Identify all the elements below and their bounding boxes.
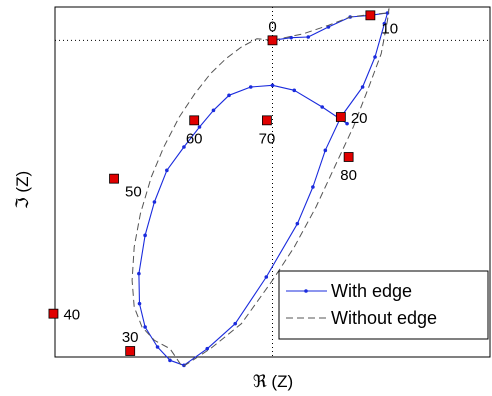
series-point-with-edge	[382, 21, 387, 26]
marker-label-20: 20	[351, 110, 368, 127]
series-point-with-edge	[270, 83, 275, 88]
series-line-without-edge	[131, 8, 390, 368]
series-point-with-edge	[155, 345, 160, 349]
marker-square-80	[343, 152, 354, 162]
series-point-with-edge	[137, 271, 141, 276]
marker-square-70	[262, 115, 272, 126]
legend-label-without-edge: Without edge	[331, 308, 437, 328]
marker-label-70: 70	[259, 130, 276, 147]
series-point-with-edge	[320, 105, 325, 109]
marker-square-60	[189, 115, 200, 126]
series-point-with-edge	[143, 233, 147, 238]
marker-label-30: 30	[122, 329, 139, 346]
marker-label-50: 50	[125, 184, 142, 201]
marker-label-10: 10	[381, 20, 398, 37]
series-point-with-edge	[292, 88, 297, 93]
series-point-with-edge	[233, 321, 238, 326]
x-axis-label: ℜ (Z)	[253, 372, 293, 391]
series-point-with-edge	[323, 148, 328, 153]
series-point-with-edge	[137, 301, 142, 306]
series-point-with-edge	[168, 358, 172, 363]
series-point-with-edge	[264, 275, 269, 279]
series-point-with-edge	[197, 125, 202, 129]
series-point-with-edge	[182, 363, 186, 368]
series-point-with-edge	[311, 185, 315, 189]
marker-label-0: 0	[268, 18, 276, 35]
series-point-with-edge	[345, 121, 349, 126]
series-point-with-edge	[373, 55, 377, 59]
marker-square-10	[365, 10, 376, 21]
series-point-with-edge	[306, 35, 311, 39]
series-point-with-edge	[165, 168, 169, 173]
series-point-with-edge	[360, 85, 365, 89]
marker-label-40: 40	[63, 307, 80, 324]
series-point-with-edge	[182, 145, 186, 149]
series-point-with-edge	[248, 85, 253, 89]
series-point-with-edge	[152, 200, 157, 204]
marker-square-0	[267, 35, 278, 46]
plot-area: 0 10 20 30 40 50 60 70 80	[48, 6, 491, 368]
legend-box	[278, 270, 489, 340]
series-point-with-edge	[227, 93, 231, 98]
series-point-with-edge	[211, 108, 216, 113]
legend-swatch-dot	[304, 289, 308, 293]
marker-square-40	[48, 308, 59, 319]
marker-square-30	[125, 346, 136, 356]
marker-square-20	[335, 112, 346, 122]
legend-label-with-edge: With edge	[331, 281, 412, 301]
legend: With edge Without edge	[278, 270, 489, 340]
series-point-with-edge	[143, 325, 147, 329]
marker-label-80: 80	[340, 167, 357, 184]
series-point-with-edge	[205, 346, 210, 351]
marker-square-50	[109, 173, 119, 184]
series-point-with-edge	[295, 221, 300, 226]
marker-label-60: 60	[186, 130, 203, 147]
y-axis-label: ℑ (Z)	[13, 171, 32, 209]
